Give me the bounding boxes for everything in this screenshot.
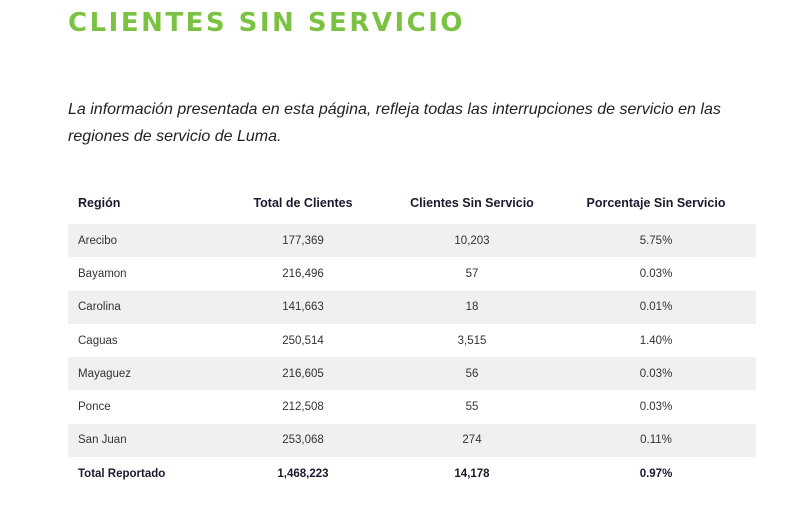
total-clients-cell: 177,369 xyxy=(218,224,388,258)
clients-without-service-cell: 274 xyxy=(388,423,556,458)
region-cell: Carolina xyxy=(68,290,218,324)
clients-without-service-cell: 56 xyxy=(388,357,556,391)
clients-without-service-cell: 10,203 xyxy=(388,224,556,258)
region-cell: Ponce xyxy=(78,401,111,414)
percent-without-service-cell: 0.03% xyxy=(639,401,673,414)
percent-without-service-cell: 0.11% xyxy=(556,423,756,458)
percent-without-service-cell: 0.01% xyxy=(556,290,756,324)
percent-without-service-cell: 0.03% xyxy=(556,357,756,391)
total-clients-cell: 216,496 xyxy=(282,267,324,280)
region-cell: Bayamon xyxy=(78,267,127,280)
total-clients-cell: 141,663 xyxy=(218,290,388,324)
region-cell: Caguas xyxy=(78,334,118,347)
total-clients-without-service-cell: 14,178 xyxy=(454,467,490,480)
column-header-percent-without-service: Porcentaje Sin Servicio xyxy=(586,196,726,210)
table-row: San Juan 253,068 274 0.11% xyxy=(68,423,756,458)
page-title: CLIENTES SIN SERVICIO xyxy=(68,8,465,38)
table-row: Carolina 141,663 18 0.01% xyxy=(68,290,756,324)
total-clients-cell: 216,605 xyxy=(218,357,388,391)
intro-paragraph: La información presentada en esta página… xyxy=(68,101,721,145)
region-cell: Arecibo xyxy=(68,224,218,258)
table-row: Caguas 250,514 3,515 1.40% xyxy=(68,324,756,357)
clients-without-service-cell: 3,515 xyxy=(457,334,487,347)
total-clients-cell: 212,508 xyxy=(282,401,324,414)
total-clients-cell: 1,468,223 xyxy=(277,467,329,480)
percent-without-service-cell: 0.03% xyxy=(639,267,673,280)
column-header-region: Región xyxy=(78,196,121,210)
total-label-cell: Total Reportado xyxy=(78,467,166,480)
clients-without-service-cell: 18 xyxy=(388,290,556,324)
total-percent-without-service-cell: 0.97% xyxy=(639,467,673,480)
table-row: Bayamon 216,496 57 0.03% xyxy=(68,257,756,290)
region-cell: San Juan xyxy=(68,423,218,458)
column-header-total-clients: Total de Clientes xyxy=(253,196,353,210)
table-header-row: Región Total de Clientes Clientes Sin Se… xyxy=(68,186,756,224)
percent-without-service-cell: 5.75% xyxy=(556,224,756,258)
total-clients-cell: 250,514 xyxy=(282,334,324,347)
clients-without-service-cell: 55 xyxy=(465,401,479,414)
column-header-clients-without-service: Clientes Sin Servicio xyxy=(410,196,534,210)
clients-without-service-cell: 57 xyxy=(465,267,479,280)
table-row: Ponce 212,508 55 0.03% xyxy=(68,390,756,423)
total-clients-cell: 253,068 xyxy=(218,423,388,458)
total-row: Total Reportado 1,468,223 14,178 0.97% xyxy=(68,457,756,490)
outage-table: Región Total de Clientes Clientes Sin Se… xyxy=(68,186,756,490)
table-row: Mayaguez 216,605 56 0.03% xyxy=(68,357,756,391)
percent-without-service-cell: 1.40% xyxy=(639,334,673,347)
region-cell: Mayaguez xyxy=(68,357,218,391)
table-row: Arecibo 177,369 10,203 5.75% xyxy=(68,224,756,258)
